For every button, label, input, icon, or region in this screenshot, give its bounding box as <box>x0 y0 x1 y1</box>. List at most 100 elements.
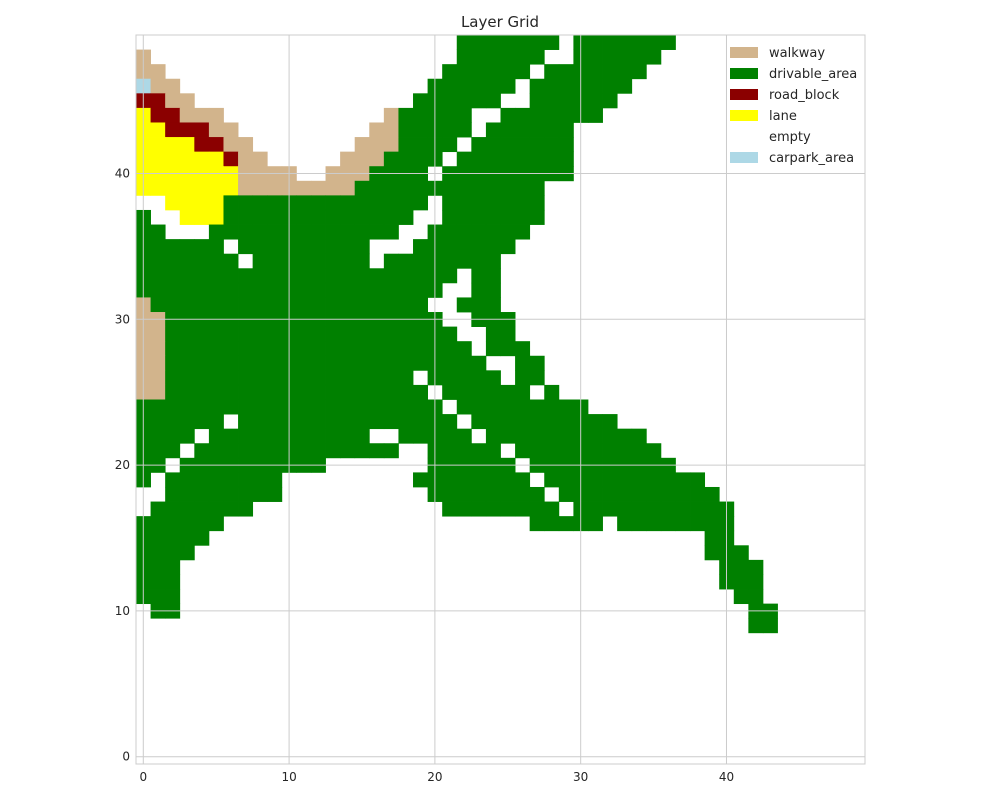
cell-drivable_area <box>267 443 283 459</box>
cell-walkway <box>165 93 181 109</box>
cell-drivable_area <box>252 399 268 415</box>
cell-drivable_area <box>515 501 531 517</box>
cell-drivable_area <box>296 282 312 298</box>
cell-drivable_area <box>252 472 268 488</box>
cell-drivable_area <box>675 501 691 517</box>
cell-drivable_area <box>383 253 399 269</box>
cell-drivable_area <box>500 78 516 94</box>
cell-drivable_area <box>515 355 531 371</box>
cell-drivable_area <box>296 399 312 415</box>
cell-drivable_area <box>165 545 181 561</box>
cell-drivable_area <box>267 486 283 502</box>
cell-drivable_area <box>456 355 472 371</box>
cell-drivable_area <box>602 93 618 109</box>
cell-walkway <box>252 180 268 196</box>
cell-drivable_area <box>208 443 224 459</box>
cell-drivable_area <box>617 428 633 444</box>
cell-road_block <box>179 122 195 138</box>
legend-label-road_block: road_block <box>769 88 840 103</box>
cell-drivable_area <box>238 268 254 284</box>
cell-drivable_area <box>442 501 458 517</box>
cell-drivable_area <box>340 297 356 313</box>
cell-drivable_area <box>238 486 254 502</box>
cell-road_block <box>150 93 166 109</box>
cell-drivable_area <box>675 516 691 532</box>
cell-drivable_area <box>252 370 268 386</box>
cell-drivable_area <box>383 399 399 415</box>
cell-drivable_area <box>208 253 224 269</box>
cell-drivable_area <box>544 78 560 94</box>
cell-drivable_area <box>238 370 254 386</box>
cell-drivable_area <box>471 224 487 240</box>
cell-drivable_area <box>369 399 385 415</box>
cell-drivable_area <box>413 326 428 342</box>
cell-drivable_area <box>529 501 545 517</box>
cell-drivable_area <box>325 414 341 430</box>
cell-drivable_area <box>223 195 239 211</box>
cell-drivable_area <box>194 443 210 459</box>
cell-drivable_area <box>602 501 618 517</box>
cell-drivable_area <box>223 341 239 357</box>
cell-drivable_area <box>369 355 385 371</box>
cell-drivable_area <box>354 209 370 225</box>
cell-drivable_area <box>442 370 458 386</box>
cell-drivable_area <box>456 93 472 109</box>
cell-drivable_area <box>413 151 428 167</box>
cell-drivable_area <box>238 443 254 459</box>
cell-drivable_area <box>208 341 224 357</box>
cell-drivable_area <box>267 341 283 357</box>
cell-drivable_area <box>485 253 501 269</box>
cell-drivable_area <box>646 472 662 488</box>
cell-drivable_area <box>617 501 633 517</box>
cell-drivable_area <box>354 414 370 430</box>
cell-drivable_area <box>165 574 181 590</box>
cell-drivable_area <box>558 414 574 430</box>
cell-drivable_area <box>544 501 560 517</box>
cell-drivable_area <box>587 414 603 430</box>
cell-drivable_area <box>223 370 239 386</box>
cell-drivable_area <box>442 253 458 269</box>
cell-drivable_area <box>413 253 428 269</box>
cell-drivable_area <box>558 137 574 153</box>
cell-drivable_area <box>617 35 633 50</box>
cell-drivable_area <box>383 180 399 196</box>
cell-drivable_area <box>500 326 516 342</box>
cell-drivable_area <box>442 209 458 225</box>
cell-drivable_area <box>631 501 647 517</box>
cell-drivable_area <box>369 282 385 298</box>
cell-drivable_area <box>354 253 370 269</box>
cell-drivable_area <box>602 414 618 430</box>
cell-drivable_area <box>704 486 720 502</box>
cell-drivable_area <box>223 355 239 371</box>
x-tick-label: 20 <box>427 770 442 784</box>
cell-drivable_area <box>398 209 414 225</box>
cell-drivable_area <box>194 268 210 284</box>
cell-drivable_area <box>223 501 239 517</box>
cell-drivable_area <box>310 209 326 225</box>
cell-drivable_area <box>223 282 239 298</box>
cell-drivable_area <box>310 399 326 415</box>
cell-drivable_area <box>442 472 458 488</box>
cell-drivable_area <box>500 35 516 50</box>
x-tick-label: 40 <box>719 770 734 784</box>
cell-drivable_area <box>733 545 749 561</box>
cell-drivable_area <box>500 239 516 255</box>
cell-drivable_area <box>413 137 428 153</box>
cell-drivable_area <box>413 107 428 123</box>
cell-drivable_area <box>179 501 195 517</box>
cell-drivable_area <box>690 472 706 488</box>
cell-drivable_area <box>252 239 268 255</box>
cell-drivable_area <box>544 93 560 109</box>
legend-label-drivable_area: drivable_area <box>769 67 857 82</box>
cell-walkway <box>369 122 385 138</box>
cell-drivable_area <box>296 253 312 269</box>
cell-drivable_area <box>515 384 531 400</box>
cell-road_block <box>165 122 181 138</box>
cell-drivable_area <box>515 49 531 65</box>
cell-drivable_area <box>500 399 516 415</box>
cell-drivable_area <box>456 501 472 517</box>
gridlines <box>136 35 865 764</box>
cell-walkway <box>150 370 166 386</box>
cell-drivable_area <box>354 282 370 298</box>
cell-drivable_area <box>194 282 210 298</box>
